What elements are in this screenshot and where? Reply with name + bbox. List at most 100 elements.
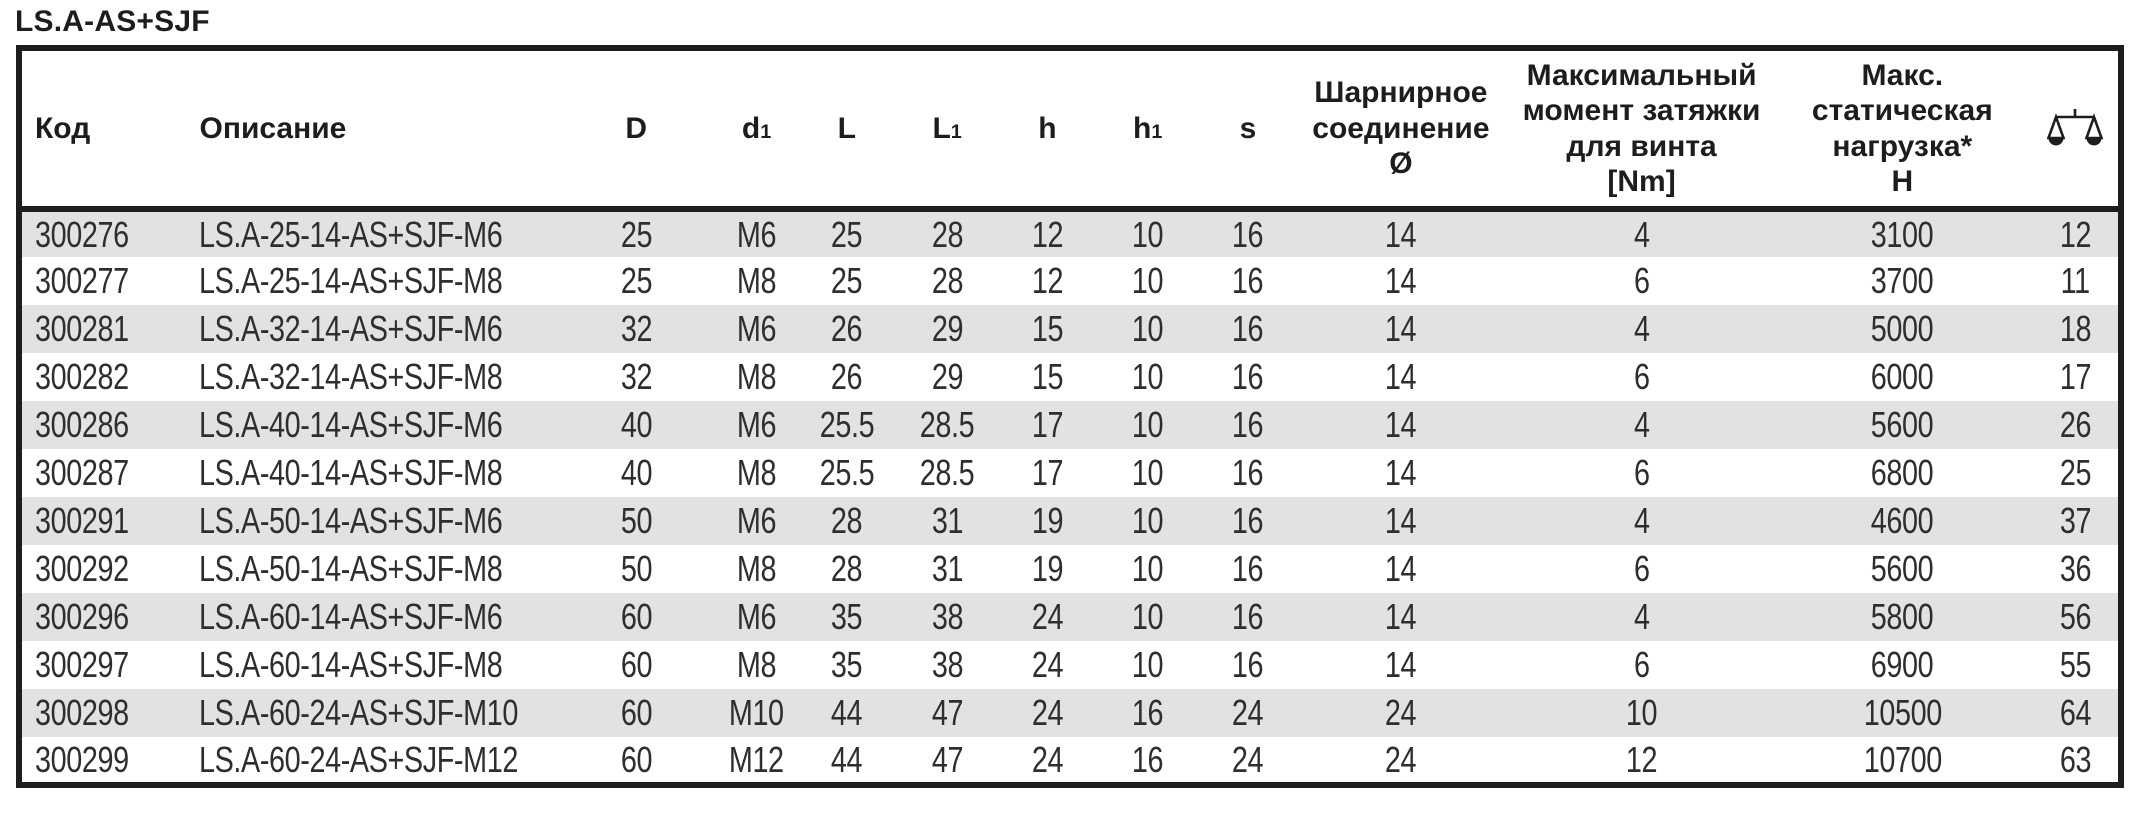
cell-d: 60 <box>564 593 709 641</box>
cell-hinge-diameter: 14 <box>1291 449 1512 497</box>
cell-torque: 6 <box>1511 545 1772 593</box>
cell-torque: 6 <box>1511 449 1772 497</box>
cell-torque: 12 <box>1511 737 1772 785</box>
cell-static-load: 5600 <box>1772 545 2033 593</box>
cell-d1: M6 <box>709 209 804 257</box>
cell-l1: 29 <box>889 305 1004 353</box>
cell-value: 3700 <box>1871 260 1934 301</box>
cell-value: LS.A-60-14-AS+SJF-M6 <box>199 596 503 637</box>
cell-value: 17 <box>1031 452 1064 493</box>
cell-value: 24 <box>1232 692 1264 733</box>
cell-description: LS.A-60-14-AS+SJF-M6 <box>189 593 563 641</box>
col-header-d1: d1 <box>708 48 805 212</box>
cell-l: 35 <box>804 593 889 641</box>
cell-s: 16 <box>1205 449 1290 497</box>
cell-d: 60 <box>564 737 709 785</box>
cell-value: 17 <box>1031 404 1064 445</box>
cell-s: 16 <box>1205 257 1290 305</box>
cell-value: LS.A-32-14-AS+SJF-M8 <box>199 356 503 397</box>
cell-d1: M8 <box>709 353 804 401</box>
cell-s: 16 <box>1205 353 1290 401</box>
cell-value: 55 <box>2059 644 2092 685</box>
cell-hinge-diameter: 14 <box>1291 209 1512 257</box>
cell-value: 300292 <box>35 548 129 589</box>
cell-value: 26 <box>831 356 863 397</box>
cell-static-load: 6000 <box>1772 353 2033 401</box>
table-row: 300297 LS.A-60-14-AS+SJF-M8 60 M8 35 38 24 10 16… <box>19 641 2121 689</box>
header-label: L <box>932 111 951 145</box>
cell-s: 16 <box>1205 209 1290 257</box>
cell-weight: 12 <box>2033 209 2121 257</box>
cell-value: 25 <box>620 260 653 301</box>
cell-value: 60 <box>620 596 653 637</box>
cell-l1: 31 <box>889 497 1004 545</box>
cell-l: 25.5 <box>804 401 889 449</box>
header-label: h <box>1038 111 1057 145</box>
cell-value: 28 <box>831 548 863 589</box>
cell-value: 14 <box>1385 356 1417 397</box>
cell-value: 28 <box>831 500 863 541</box>
cell-value: 12 <box>2059 213 2092 255</box>
cell-code: 300276 <box>19 209 189 257</box>
cell-s: 24 <box>1205 689 1290 737</box>
cell-l1: 38 <box>889 641 1004 689</box>
cell-weight: 26 <box>2033 401 2121 449</box>
cell-l1: 38 <box>889 593 1004 641</box>
cell-h: 15 <box>1005 305 1090 353</box>
cell-value: LS.A-60-14-AS+SJF-M8 <box>199 644 503 685</box>
cell-l1: 28 <box>889 209 1004 257</box>
cell-l1: 31 <box>889 545 1004 593</box>
cell-value: 29 <box>931 356 963 397</box>
col-header-l: L <box>804 48 890 212</box>
cell-hinge-diameter: 14 <box>1291 353 1512 401</box>
cell-description: LS.A-60-24-AS+SJF-M10 <box>189 689 563 737</box>
cell-torque: 4 <box>1511 305 1772 353</box>
cell-value: 10 <box>1132 356 1164 397</box>
cell-weight: 36 <box>2033 545 2121 593</box>
cell-l: 25 <box>804 209 889 257</box>
table-row: 300292 LS.A-50-14-AS+SJF-M8 50 M8 28 31 19 10 16… <box>19 545 2121 593</box>
cell-static-load: 5800 <box>1772 593 2033 641</box>
cell-l1: 28.5 <box>889 449 1004 497</box>
cell-code: 300281 <box>19 305 189 353</box>
cell-d1: M10 <box>709 689 804 737</box>
cell-value: 4 <box>1633 500 1650 541</box>
header-subscript: 1 <box>760 120 772 143</box>
cell-value: 5600 <box>1871 548 1934 589</box>
cell-value: M10 <box>729 692 784 733</box>
cell-value: 40 <box>620 452 653 493</box>
cell-h: 19 <box>1005 497 1090 545</box>
cell-h1: 10 <box>1090 545 1205 593</box>
cell-torque: 6 <box>1511 353 1772 401</box>
cell-d1: M6 <box>709 305 804 353</box>
cell-d1: M6 <box>709 401 804 449</box>
cell-l: 28 <box>804 545 889 593</box>
cell-h1: 10 <box>1090 449 1205 497</box>
cell-weight: 25 <box>2033 449 2121 497</box>
cell-value: 28 <box>931 213 963 255</box>
scale-icon <box>2046 108 2104 145</box>
cell-weight: 56 <box>2033 593 2121 641</box>
cell-h1: 10 <box>1090 305 1205 353</box>
cell-value: 60 <box>620 692 653 733</box>
cell-d1: M8 <box>709 641 804 689</box>
cell-value: 300287 <box>35 452 129 493</box>
cell-value: 14 <box>1385 260 1417 301</box>
cell-torque: 6 <box>1511 257 1772 305</box>
cell-value: 14 <box>1385 308 1417 349</box>
cell-static-load: 5000 <box>1772 305 2033 353</box>
cell-h: 12 <box>1005 209 1090 257</box>
header-label: L <box>837 111 856 145</box>
cell-l1: 47 <box>889 689 1004 737</box>
cell-value: 14 <box>1385 452 1417 493</box>
cell-value: 10 <box>1132 548 1164 589</box>
cell-value: 6000 <box>1871 356 1934 397</box>
cell-h1: 10 <box>1090 641 1205 689</box>
cell-s: 24 <box>1205 737 1290 785</box>
cell-h1: 10 <box>1090 593 1205 641</box>
cell-h1: 10 <box>1090 209 1205 257</box>
cell-value: 4 <box>1633 213 1650 255</box>
cell-d1: M8 <box>709 257 804 305</box>
cell-value: 10 <box>1132 500 1164 541</box>
cell-l1: 29 <box>889 353 1004 401</box>
